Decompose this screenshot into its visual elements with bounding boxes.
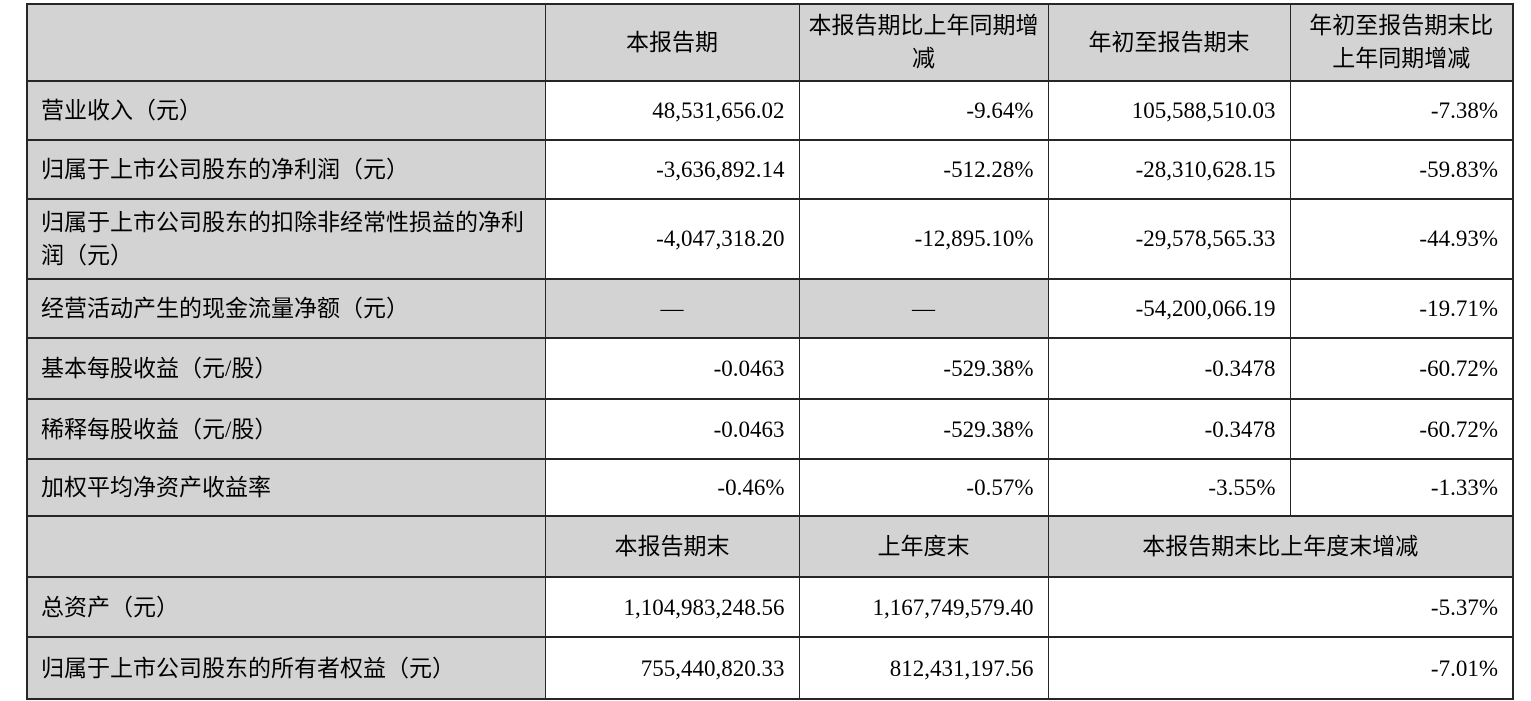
row-label: 营业收入（元） xyxy=(26,79,546,141)
cell-value: -44.93% xyxy=(1289,197,1514,281)
corner-cell xyxy=(26,515,546,579)
cell-value: -0.0463 xyxy=(544,337,800,401)
cell-value: -0.3478 xyxy=(1047,398,1291,461)
cell-value: -7.38% xyxy=(1289,79,1514,141)
cell-value: -7.01% xyxy=(1047,636,1514,701)
cell-value: -60.72% xyxy=(1289,398,1514,461)
cell-value: -3,636,892.14 xyxy=(544,138,800,200)
col-header-ytd: 年初至报告期末 xyxy=(1047,3,1291,82)
col-header-prior-year-end: 上年度末 xyxy=(798,515,1049,579)
col-header-current-period: 本报告期 xyxy=(544,3,800,82)
table-row-weighted-avg-roe: 加权平均净资产收益率 -0.46% -0.57% -3.55% -1.33% xyxy=(26,458,1514,518)
cell-value: 812,431,197.56 xyxy=(798,636,1049,701)
cell-value: 755,440,820.33 xyxy=(544,636,800,701)
cell-value: -3.55% xyxy=(1047,458,1291,518)
cell-value: 48,531,656.02 xyxy=(544,79,800,141)
period-header-row: 本报告期 本报告期比上年同期增减 年初至报告期末 年初至报告期末比上年同期增减 xyxy=(26,3,1514,82)
row-label: 归属于上市公司股东的扣除非经常性损益的净利润（元） xyxy=(26,197,546,281)
row-label: 稀释每股收益（元/股） xyxy=(26,398,546,461)
table-row-revenue: 营业收入（元） 48,531,656.02 -9.64% 105,588,510… xyxy=(26,79,1514,141)
table-row-net-profit-excl-nonrecurring: 归属于上市公司股东的扣除非经常性损益的净利润（元） -4,047,318.20 … xyxy=(26,197,1514,281)
table-row-net-profit: 归属于上市公司股东的净利润（元） -3,636,892.14 -512.28% … xyxy=(26,138,1514,200)
cell-value: -60.72% xyxy=(1289,337,1514,401)
row-label: 归属于上市公司股东的净利润（元） xyxy=(26,138,546,200)
table-row-operating-cash-flow: 经营活动产生的现金流量净额（元） — — -54,200,066.19 -19.… xyxy=(26,278,1514,340)
col-header-ytd-yoy: 年初至报告期末比上年同期增减 xyxy=(1289,3,1514,82)
cell-value: -1.33% xyxy=(1289,458,1514,518)
row-label: 加权平均净资产收益率 xyxy=(26,458,546,518)
row-label: 经营活动产生的现金流量净额（元） xyxy=(26,278,546,340)
cell-value: -529.38% xyxy=(798,337,1049,401)
cell-value: -19.71% xyxy=(1289,278,1514,340)
cell-value: -28,310,628.15 xyxy=(1047,138,1291,200)
cell-value: -29,578,565.33 xyxy=(1047,197,1291,281)
cell-value: 1,167,749,579.40 xyxy=(798,576,1049,639)
cell-value: -0.0463 xyxy=(544,398,800,461)
cell-value: -54,200,066.19 xyxy=(1047,278,1291,340)
row-label: 总资产（元） xyxy=(26,576,546,639)
cell-value: 1,104,983,248.56 xyxy=(544,576,800,639)
col-header-current-period-yoy: 本报告期比上年同期增减 xyxy=(798,3,1049,82)
cell-value: -12,895.10% xyxy=(798,197,1049,281)
table-row-total-assets: 总资产（元） 1,104,983,248.56 1,167,749,579.40… xyxy=(26,576,1514,639)
cell-value: -9.64% xyxy=(798,79,1049,141)
cell-value: -5.37% xyxy=(1047,576,1514,639)
row-label: 归属于上市公司股东的所有者权益（元） xyxy=(26,636,546,701)
table-row-basic-eps: 基本每股收益（元/股） -0.0463 -529.38% -0.3478 -60… xyxy=(26,337,1514,401)
cell-not-applicable: — xyxy=(544,278,800,340)
cell-value: -0.57% xyxy=(798,458,1049,518)
key-financials-table: 本报告期 本报告期比上年同期增减 年初至报告期末 年初至报告期末比上年同期增减 … xyxy=(26,3,1514,701)
cell-value: -529.38% xyxy=(798,398,1049,461)
cell-value: -0.3478 xyxy=(1047,337,1291,401)
cell-not-applicable: — xyxy=(798,278,1049,340)
cell-value: -512.28% xyxy=(798,138,1049,200)
row-label: 基本每股收益（元/股） xyxy=(26,337,546,401)
cell-value: -0.46% xyxy=(544,458,800,518)
position-header-row: 本报告期末 上年度末 本报告期末比上年度末增减 xyxy=(26,515,1514,579)
col-header-period-end-change: 本报告期末比上年度末增减 xyxy=(1047,515,1514,579)
cell-value: -59.83% xyxy=(1289,138,1514,200)
table-row-shareholders-equity: 归属于上市公司股东的所有者权益（元） 755,440,820.33 812,43… xyxy=(26,636,1514,701)
col-header-period-end: 本报告期末 xyxy=(544,515,800,579)
corner-cell xyxy=(26,3,546,82)
cell-value: 105,588,510.03 xyxy=(1047,79,1291,141)
table-row-diluted-eps: 稀释每股收益（元/股） -0.0463 -529.38% -0.3478 -60… xyxy=(26,398,1514,461)
cell-value: -4,047,318.20 xyxy=(544,197,800,281)
